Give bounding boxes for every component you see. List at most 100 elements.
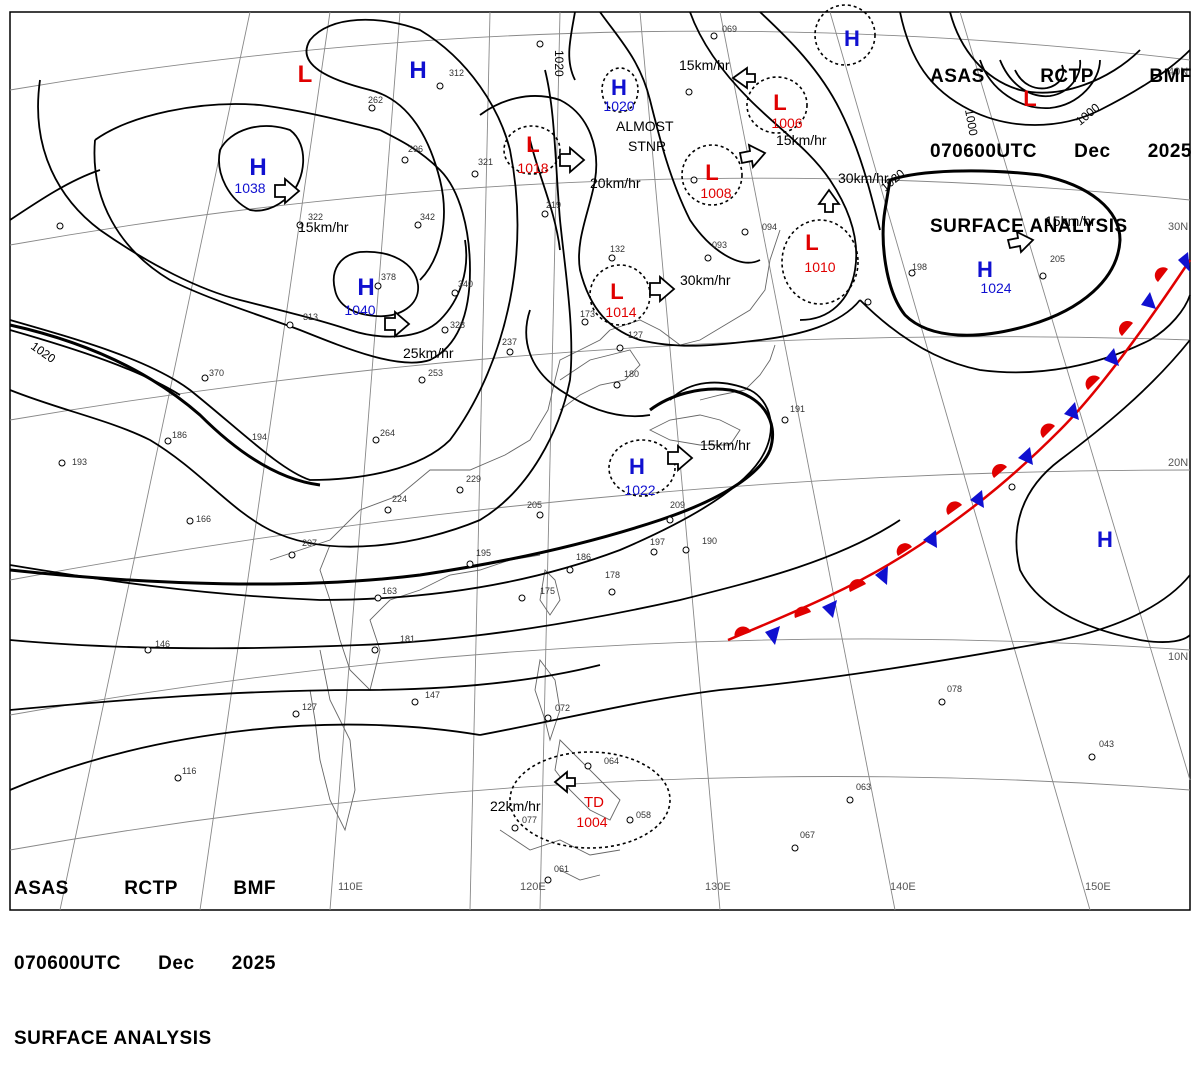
station-values-item: 132 — [610, 244, 625, 254]
station-circles-item — [1039, 272, 1047, 280]
station-values-item: 127 — [628, 330, 643, 340]
warm-front-symbols-item — [849, 579, 866, 592]
longitude-lines-item — [959, 11, 1191, 781]
isobars-item — [999, 59, 1082, 98]
station-values-item: 181 — [400, 634, 415, 644]
cold-front-symbols-item — [822, 600, 837, 618]
station-values-item: 078 — [947, 684, 962, 694]
station-circles-item — [650, 548, 658, 556]
high-center: H — [844, 26, 860, 51]
warm-front-symbols-item — [1118, 320, 1133, 336]
station-circles-item — [682, 546, 690, 554]
coastlines-item — [269, 329, 611, 561]
station-values-item: 190 — [702, 536, 717, 546]
header-year: 2025 — [231, 953, 276, 974]
isobars-item — [9, 664, 601, 711]
station-circles-item — [1088, 753, 1096, 761]
header-code: BMF — [1149, 66, 1192, 87]
station-values-item: 186 — [172, 430, 187, 440]
warm-front-symbols-item — [946, 501, 962, 515]
station-values-item: 253 — [428, 368, 443, 378]
station-values-item: 180 — [624, 369, 639, 379]
low-value: 1014 — [605, 304, 636, 320]
station-circles-item — [456, 486, 464, 494]
station-values-item: 312 — [449, 68, 464, 78]
coastlines — [269, 229, 781, 881]
station-values-item: 061 — [554, 864, 569, 874]
front-line — [727, 259, 1192, 642]
station-values-item: 207 — [302, 538, 317, 548]
cold-front-symbols-item — [1104, 348, 1119, 366]
warm-front-symbols-item — [1040, 423, 1055, 438]
station-circles-item — [613, 381, 621, 389]
station-circles-item — [781, 416, 789, 424]
latitude-lines-item — [9, 638, 1191, 716]
cold-front-symbols-item — [875, 566, 888, 585]
low-center: L — [705, 160, 718, 185]
speed-label: 30km/hr — [680, 272, 731, 288]
station-circles-item — [536, 40, 544, 48]
high-value: 1022 — [624, 482, 655, 498]
station-circles-item — [511, 824, 519, 832]
isobars-item — [979, 59, 1101, 109]
lat-label: 10N — [1168, 651, 1188, 663]
coastlines-item — [499, 829, 621, 856]
low-value: 1008 — [700, 185, 731, 201]
station-circles-item — [418, 376, 426, 384]
speed-label: 22km/hr — [490, 798, 541, 814]
high-center: H — [977, 257, 993, 282]
lon-label: 110E — [338, 881, 363, 893]
station-values-item: 043 — [1099, 739, 1114, 749]
header-station: RCTP — [124, 878, 178, 899]
station-values-item: 209 — [670, 500, 685, 510]
station-circles-item — [411, 698, 419, 706]
station-circles-item — [436, 82, 444, 90]
lat-label: 30N — [1168, 221, 1188, 233]
station-circles-item — [286, 321, 294, 329]
station-values-item: 198 — [912, 262, 927, 272]
dashed-circulations-item — [601, 67, 639, 113]
station-circles-item — [685, 88, 693, 96]
speed-label: 15km/hr — [776, 132, 827, 148]
station-circles-item — [1008, 483, 1016, 491]
station-values-item: 163 — [382, 586, 397, 596]
isobars-item — [94, 103, 381, 141]
station-values-item: 340 — [458, 279, 473, 289]
isobars-item — [949, 11, 1141, 94]
isobars-item — [9, 381, 772, 601]
station-circles-item — [401, 156, 409, 164]
dashed-circulations-item — [509, 751, 671, 849]
station-circles-item — [144, 646, 152, 654]
high-value: 1020 — [603, 98, 634, 114]
station-circles-item — [296, 221, 304, 229]
isobars-item — [899, 11, 1191, 126]
speed-label: 15km/hr — [1045, 213, 1096, 229]
station-values-item: 064 — [604, 756, 619, 766]
dashed-circulations-item — [746, 76, 808, 134]
station-values-item: 370 — [209, 368, 224, 378]
station-values-item: 342 — [420, 212, 435, 222]
station-values-item: 328 — [450, 320, 465, 330]
longitude-lines-item — [199, 11, 331, 911]
longitude-lines-item — [329, 11, 401, 911]
warm-front-symbols-item — [734, 626, 751, 638]
header-time: 070600UTC — [930, 141, 1037, 162]
station-values-item: 229 — [466, 474, 481, 484]
station-circles-item — [741, 228, 749, 236]
header-year: 2025 — [1147, 141, 1192, 162]
latitude-lines-item — [9, 336, 1191, 421]
coastlines-item — [534, 658, 561, 742]
station-circles-item — [471, 170, 479, 178]
station-values-item: 296 — [408, 144, 423, 154]
high-center: H — [409, 57, 426, 84]
station-values-item: 127 — [302, 702, 317, 712]
dashed-circulations-item — [781, 219, 859, 305]
coastlines-item — [559, 869, 601, 881]
station-values-item: 219 — [546, 200, 561, 210]
lat-label: 40N — [1168, 66, 1188, 78]
station-values-item: 058 — [636, 810, 651, 820]
station-values-item: 173 — [580, 309, 595, 319]
low-center: L — [1023, 86, 1036, 111]
isobar-label: 1020 — [552, 50, 566, 77]
station-circles-item — [584, 762, 592, 770]
